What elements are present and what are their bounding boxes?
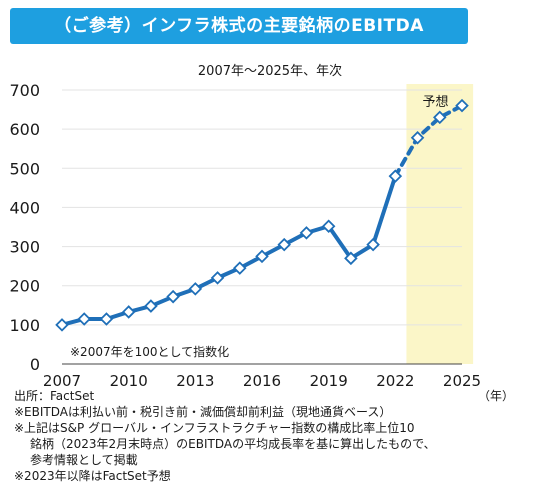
x-tick-label: 2013 — [176, 372, 214, 390]
data-point-marker — [410, 130, 425, 145]
y-tick-label: 400 — [9, 198, 40, 217]
method-note-3: 参考情報として掲載 — [30, 453, 138, 467]
data-point-marker — [299, 226, 314, 240]
y-tick-label: 0 — [30, 355, 40, 374]
data-point-marker — [55, 318, 69, 332]
y-tick-label: 600 — [9, 120, 40, 139]
title-banner: （ご参考）インフラ株式の主要銘柄のEBITDA — [10, 8, 468, 44]
grid-layer — [62, 89, 462, 326]
source-note: 出所：FactSet — [14, 389, 95, 403]
data-point-marker — [99, 312, 114, 326]
data-point-marker — [321, 219, 336, 233]
data-point-marker — [455, 98, 469, 113]
series-layer — [60, 103, 464, 327]
x-tick-label: 2025 — [443, 372, 481, 390]
x-tick-label: 2016 — [243, 372, 281, 390]
data-point-marker — [433, 110, 447, 125]
y-tick-label: 700 — [9, 81, 40, 100]
x-tick-label: 2022 — [376, 372, 414, 390]
method-note-1: ※上記はS&P グローバル・インフラストラクチャー指数の構成比率上位10 — [14, 421, 415, 435]
forecast-band — [406, 84, 474, 364]
x-axis-unit: （年） — [478, 389, 515, 403]
chart-subtitle: 2007年～2025年、年次 — [197, 64, 343, 79]
marker-layer — [55, 98, 469, 332]
data-point-marker — [233, 261, 247, 275]
forecast-label: 予想 — [422, 94, 448, 110]
data-point-marker — [166, 289, 180, 304]
y-tick-label: 500 — [9, 159, 40, 178]
data-point-marker — [388, 169, 403, 183]
chart-title: （ご参考）インフラ株式の主要銘柄のEBITDA — [54, 16, 424, 36]
footnotes: 出所：FactSet ※EBITDAは利払い前・税引き前・減価償却前利益（現地通… — [14, 388, 534, 484]
forecast-note: ※2023年以降はFactSet予想 — [14, 469, 171, 483]
x-tick-label: 2007 — [43, 372, 81, 390]
data-point-marker — [344, 251, 358, 266]
data-point-marker — [255, 249, 269, 264]
actual-series-line — [60, 174, 398, 327]
data-point-marker — [188, 282, 203, 296]
ebitda-note: ※EBITDAは利払い前・税引き前・減価償却前利益（現地通貨ベース） — [14, 405, 392, 419]
index-note: ※2007年を100として指数化 — [70, 344, 229, 359]
forecast-band-layer — [406, 84, 474, 364]
x-tick-label: 2019 — [310, 372, 348, 390]
data-point-marker — [121, 305, 136, 319]
method-note-2: 銘柄（2023年2月末時点）のEBITDAの平均成長率を基に算出したもので、 — [30, 437, 436, 451]
data-point-marker — [77, 312, 91, 326]
label-layer: 予想 0 100 200 300 400 500 600 700 2007 2010 2013 2016… — [9, 81, 481, 390]
x-tick-label: 2010 — [110, 372, 148, 390]
data-point-marker — [210, 271, 225, 285]
y-tick-label: 300 — [9, 238, 40, 257]
y-tick-label: 100 — [9, 316, 40, 335]
data-point-marker — [144, 299, 158, 313]
forecast-series-line — [393, 103, 464, 179]
data-point-marker — [277, 237, 291, 252]
y-tick-label: 200 — [9, 277, 40, 296]
data-point-marker — [366, 237, 380, 252]
